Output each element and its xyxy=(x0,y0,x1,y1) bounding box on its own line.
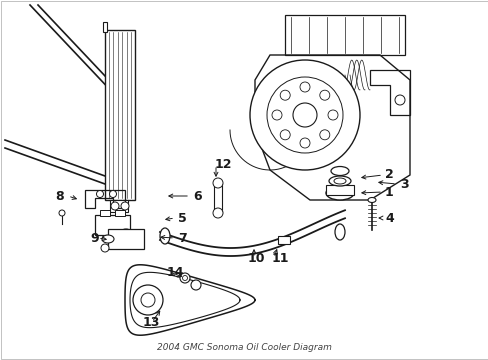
Circle shape xyxy=(280,130,289,140)
Text: 12: 12 xyxy=(215,158,232,171)
Circle shape xyxy=(213,178,223,188)
Circle shape xyxy=(299,138,309,148)
Ellipse shape xyxy=(328,176,350,186)
Circle shape xyxy=(292,103,316,127)
Text: 4: 4 xyxy=(384,211,393,225)
Text: 13: 13 xyxy=(142,315,160,328)
Ellipse shape xyxy=(333,178,346,184)
Circle shape xyxy=(101,244,109,252)
Ellipse shape xyxy=(367,198,375,202)
Text: 6: 6 xyxy=(193,189,201,202)
Ellipse shape xyxy=(330,166,348,175)
Text: 14: 14 xyxy=(167,266,184,279)
Circle shape xyxy=(109,190,116,198)
Bar xyxy=(108,229,143,249)
Circle shape xyxy=(299,82,309,92)
Circle shape xyxy=(394,95,404,105)
Circle shape xyxy=(133,285,163,315)
Text: 7: 7 xyxy=(178,231,186,244)
Ellipse shape xyxy=(102,235,114,243)
Circle shape xyxy=(121,202,129,210)
Text: 11: 11 xyxy=(271,252,289,265)
Bar xyxy=(285,15,404,55)
Text: 2: 2 xyxy=(384,168,393,181)
Text: 5: 5 xyxy=(178,211,186,225)
Circle shape xyxy=(141,293,155,307)
Circle shape xyxy=(266,77,342,153)
Bar xyxy=(214,183,222,213)
Circle shape xyxy=(249,60,359,170)
Text: 9: 9 xyxy=(90,231,99,244)
Text: 3: 3 xyxy=(399,177,408,190)
Circle shape xyxy=(271,110,282,120)
Circle shape xyxy=(327,110,337,120)
Circle shape xyxy=(111,202,119,210)
Circle shape xyxy=(319,90,329,100)
Circle shape xyxy=(180,273,190,283)
Circle shape xyxy=(191,280,201,290)
Circle shape xyxy=(280,90,289,100)
Bar xyxy=(115,210,125,216)
Circle shape xyxy=(59,210,65,216)
Circle shape xyxy=(182,275,187,280)
Text: 10: 10 xyxy=(247,252,265,265)
Circle shape xyxy=(319,130,329,140)
Bar xyxy=(325,185,353,195)
Circle shape xyxy=(213,208,223,218)
Ellipse shape xyxy=(160,228,170,244)
Bar xyxy=(103,22,107,32)
Ellipse shape xyxy=(325,186,353,200)
Bar xyxy=(110,200,128,212)
Bar xyxy=(105,30,135,200)
Ellipse shape xyxy=(120,229,132,237)
Bar xyxy=(95,215,130,235)
Circle shape xyxy=(96,190,103,198)
Text: 2004 GMC Sonoma Oil Cooler Diagram: 2004 GMC Sonoma Oil Cooler Diagram xyxy=(156,343,331,352)
Bar xyxy=(100,210,110,216)
Ellipse shape xyxy=(334,224,345,240)
Text: 1: 1 xyxy=(384,185,393,198)
Bar xyxy=(278,236,289,244)
Text: 8: 8 xyxy=(55,189,63,202)
